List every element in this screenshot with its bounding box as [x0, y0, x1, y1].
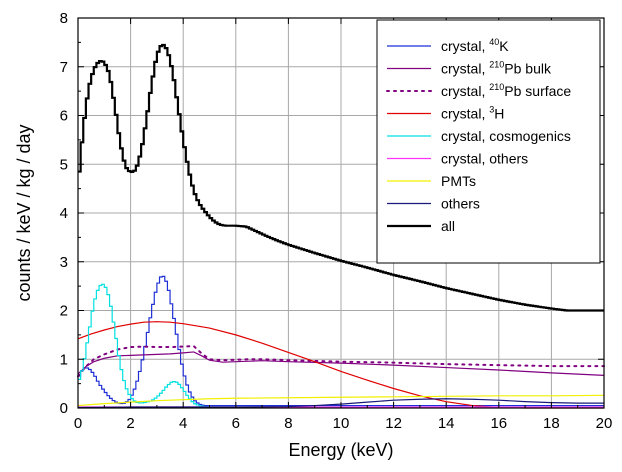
x-tick-label: 16 — [490, 415, 507, 432]
y-tick-label: 2 — [60, 303, 68, 320]
y-tick-label: 0 — [60, 400, 68, 417]
legend-label: PMTs — [441, 173, 476, 189]
x-axis-label: Energy (keV) — [288, 440, 393, 460]
legend-label: all — [441, 218, 455, 234]
series-line-others — [77, 398, 604, 409]
series-line-crystal-210pb-surface — [77, 345, 605, 378]
x-tick-label: 0 — [74, 415, 82, 432]
series-line-crystal-3h — [77, 321, 604, 409]
x-tick-label: 6 — [232, 415, 240, 432]
y-tick-label: 7 — [60, 59, 68, 76]
axis-ticks — [77, 17, 605, 409]
y-tick-label: 1 — [60, 351, 68, 368]
x-tick-label: 14 — [438, 415, 455, 432]
x-tick-label: 10 — [333, 415, 350, 432]
legend-label: crystal, 40K — [441, 37, 509, 54]
x-tick-label: 2 — [126, 415, 134, 432]
legend-label: crystal, 210Pb surface — [441, 82, 571, 99]
series-line-all — [78, 43, 604, 312]
y-tick-label: 6 — [60, 108, 68, 125]
legend-label: crystal, 3H — [441, 105, 504, 122]
legend-box — [376, 19, 601, 264]
x-tick-label: 20 — [596, 415, 613, 432]
x-tick-label: 18 — [543, 415, 560, 432]
series-line-pmts — [77, 394, 605, 407]
y-axis-label: counts / keV / kg / day — [14, 124, 34, 301]
y-tick-label: 4 — [60, 205, 68, 222]
legend: crystal, 40K crystal, 210Pb bulk crystal, … — [376, 19, 601, 264]
legend-label: crystal, 210Pb bulk — [441, 60, 552, 77]
x-tick-label: 12 — [385, 415, 402, 432]
legend-label: crystal, cosmogenics — [441, 128, 571, 144]
y-tick-label: 8 — [60, 10, 68, 27]
x-tick-label: 8 — [284, 415, 292, 432]
series-line-crystal-210pb-bulk — [77, 351, 605, 376]
legend-label: crystal, others — [441, 151, 528, 167]
legend-label: others — [441, 196, 480, 212]
y-tick-label: 5 — [60, 156, 68, 173]
y-tick-label: 3 — [60, 254, 68, 271]
series-line-crystal-40k — [78, 275, 604, 407]
series-layer — [77, 43, 605, 409]
x-tick-label: 4 — [179, 415, 187, 432]
